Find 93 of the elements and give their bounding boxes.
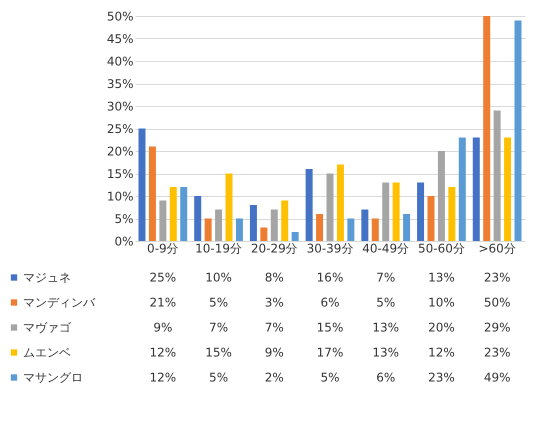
bar xyxy=(372,218,379,241)
data-label: 21% xyxy=(150,296,176,310)
bar xyxy=(281,200,288,241)
bar xyxy=(270,210,278,241)
data-label: 10% xyxy=(428,296,455,310)
bar xyxy=(138,128,146,241)
data-label: 5% xyxy=(320,370,340,384)
data-label: 9% xyxy=(153,320,172,334)
x-tick-label: 0-9分 xyxy=(147,242,179,256)
data-label: 13% xyxy=(372,320,400,334)
bar xyxy=(403,214,410,241)
y-tick-label: 30% xyxy=(106,100,134,114)
legend-label: マサングロ xyxy=(23,370,83,384)
data-label: 49% xyxy=(484,370,510,384)
bar xyxy=(180,187,188,241)
data-label: 12% xyxy=(150,346,176,360)
legend-label: マンディンバ xyxy=(23,296,96,310)
x-tick-label: 10-19分 xyxy=(195,242,242,256)
bar xyxy=(458,138,466,241)
data-label: 23% xyxy=(428,370,455,384)
data-label: 7% xyxy=(264,320,284,334)
bar xyxy=(194,196,202,241)
y-tick-label: 25% xyxy=(106,122,134,136)
data-label: 5% xyxy=(376,296,396,310)
data-label: 8% xyxy=(264,270,284,284)
bar xyxy=(417,182,424,241)
bar xyxy=(292,232,299,241)
bar xyxy=(204,218,212,241)
data-label: 15% xyxy=(316,320,344,334)
bar xyxy=(472,138,480,241)
bar xyxy=(170,187,177,241)
data-label: 6% xyxy=(320,296,340,310)
data-label: 13% xyxy=(428,270,455,284)
y-tick-label: 15% xyxy=(106,167,134,181)
bar xyxy=(260,228,268,241)
bar xyxy=(438,151,445,241)
x-tick-label: 50-60分 xyxy=(418,242,465,256)
y-tick-label: 20% xyxy=(106,144,134,158)
data-label: 50% xyxy=(484,296,510,310)
bar xyxy=(504,138,512,241)
legend-label: マヴァゴ xyxy=(23,320,72,334)
x-tick-label: 30-39分 xyxy=(306,242,354,256)
bar xyxy=(326,174,334,241)
legend-label: マジュネ xyxy=(23,270,71,284)
data-label: 5% xyxy=(209,370,228,384)
bar xyxy=(427,196,434,241)
x-tick-label: 40-49分 xyxy=(362,242,410,256)
y-tick-label: 40% xyxy=(106,54,134,68)
bar xyxy=(250,205,257,241)
data-label: 2% xyxy=(264,370,284,384)
bar xyxy=(382,182,390,241)
data-label: 5% xyxy=(209,296,228,310)
bar xyxy=(336,164,344,241)
bar xyxy=(494,110,501,241)
x-tick-label: 20-29分 xyxy=(250,242,298,256)
data-label: 15% xyxy=(205,346,232,360)
bar xyxy=(159,200,166,241)
data-label: 23% xyxy=(484,270,510,284)
bar xyxy=(514,20,522,241)
bar xyxy=(392,182,400,241)
bar xyxy=(483,16,490,241)
data-label: 29% xyxy=(484,320,510,334)
bar xyxy=(226,174,233,241)
bar xyxy=(361,210,368,241)
data-label: 9% xyxy=(264,346,284,360)
data-label: 16% xyxy=(316,270,344,284)
y-tick-label: 5% xyxy=(114,212,134,226)
bar xyxy=(215,210,222,241)
data-label: 25% xyxy=(150,270,176,284)
y-tick-label: 10% xyxy=(106,190,134,204)
y-tick-label: 35% xyxy=(106,77,134,91)
data-label: 7% xyxy=(209,320,228,334)
data-label: 6% xyxy=(376,370,396,384)
y-tick-label: 50% xyxy=(106,10,134,24)
data-label: 17% xyxy=(316,346,344,360)
data-label: 13% xyxy=(372,346,400,360)
x-tick-label: >60分 xyxy=(478,242,516,256)
data-label: 7% xyxy=(376,270,396,284)
y-tick-label: 0% xyxy=(114,234,134,248)
bar xyxy=(306,169,313,241)
data-label: 20% xyxy=(428,320,455,334)
bar xyxy=(316,214,324,241)
legend-label: ムエンベ xyxy=(23,346,71,360)
data-label: 10% xyxy=(205,270,232,284)
y-tick-label: 45% xyxy=(106,32,134,46)
data-label: 23% xyxy=(484,346,510,360)
bar xyxy=(347,218,354,241)
bar xyxy=(236,218,243,241)
data-label: 12% xyxy=(150,370,176,384)
data-label: 3% xyxy=(264,296,284,310)
data-label: 12% xyxy=(428,346,455,360)
bar xyxy=(148,146,156,241)
bar xyxy=(448,187,456,241)
